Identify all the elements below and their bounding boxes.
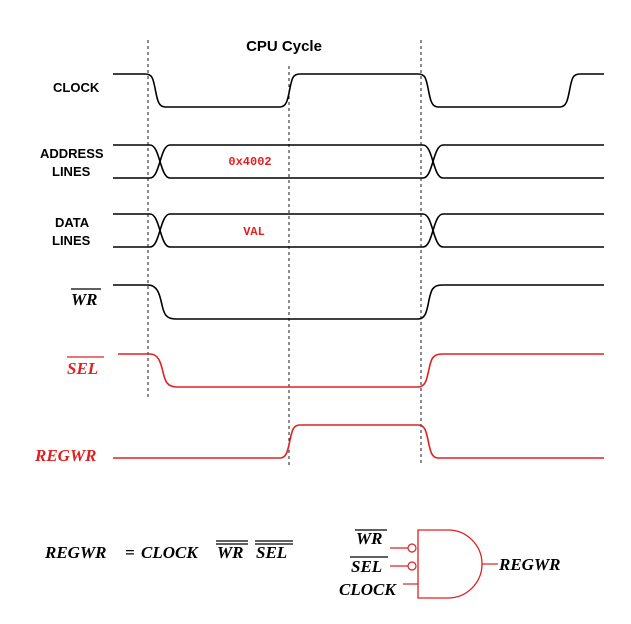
equation-equals: = (125, 543, 135, 562)
wr-inverter-bubble (407, 543, 417, 553)
address-label-line2: LINES (52, 164, 91, 179)
clock-label: CLOCK (53, 80, 100, 95)
data-waveform-complement (113, 213, 604, 248)
equation-wr: WR (217, 543, 243, 562)
address-label-line1: ADDRESS (40, 146, 104, 161)
equation-lhs: REGWR (44, 543, 106, 562)
regwr-waveform (113, 424, 604, 459)
gate-clock-label: CLOCK (339, 580, 397, 599)
equation-clock: CLOCK (141, 543, 199, 562)
address-waveform-complement (113, 144, 604, 179)
sel-waveform (118, 353, 604, 388)
diagram-title: CPU Cycle (246, 38, 322, 55)
data-waveform (113, 213, 604, 248)
gate-sel-label: SEL (351, 557, 382, 576)
regwr-label: REGWR (34, 446, 96, 465)
and-gate (390, 529, 498, 599)
address-waveform (113, 144, 604, 179)
and-gate-body (417, 529, 483, 599)
equation-sel: SEL (256, 543, 287, 562)
clock-waveform (113, 73, 604, 108)
data-label-line2: LINES (52, 233, 91, 248)
data-value: VAL (243, 225, 265, 239)
sel-inverter-bubble (407, 561, 417, 571)
sel-label: SEL (67, 359, 98, 378)
wr-label: WR (71, 290, 97, 309)
address-value: 0x4002 (228, 155, 271, 169)
gate-output-label: REGWR (498, 555, 560, 574)
data-label-line1: DATA (55, 215, 90, 230)
gate-wr-label: WR (356, 529, 382, 548)
wr-waveform (113, 284, 604, 320)
